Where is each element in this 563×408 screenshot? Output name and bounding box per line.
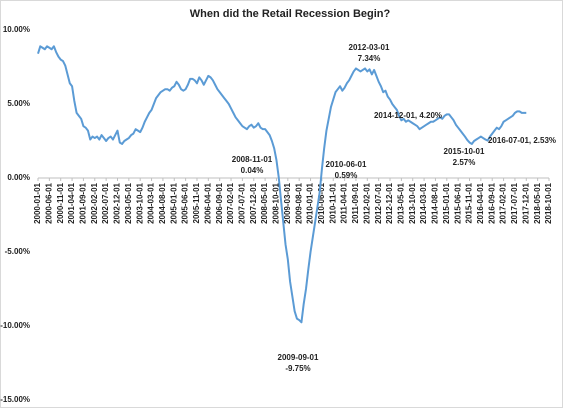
x-tick-label: 2003-10-01 [135, 182, 144, 223]
annotation: 2010-06-01 [326, 160, 367, 169]
x-tick-label: 2015-06-01 [453, 182, 462, 223]
y-tick-label: 5.00% [7, 99, 30, 108]
x-tick-label: 2005-06-01 [181, 182, 190, 223]
x-tick-label: 2016-04-01 [476, 182, 485, 223]
x-tick-label: 2010-06-01 [317, 182, 326, 223]
x-tick-label: 2006-04-01 [203, 182, 212, 223]
x-tick-label: 2012-12-01 [385, 182, 394, 223]
y-tick-label: 10.00% [3, 25, 30, 34]
x-tick-label: 2001-04-01 [67, 182, 76, 223]
x-tick-label: 2007-02-01 [226, 182, 235, 223]
x-tick-label: 2009-08-01 [294, 182, 303, 223]
y-tick-label: -15.00% [0, 395, 30, 404]
x-tick-label: 2013-05-01 [396, 182, 405, 223]
x-tick-label: 2018-05-01 [533, 182, 542, 223]
x-tick-label: 2016-09-01 [487, 182, 496, 223]
y-tick-label: -10.00% [0, 321, 30, 330]
annotation: 2016-07-01, 2.53% [488, 136, 556, 145]
y-tick-label: -5.00% [5, 247, 30, 256]
x-tick-label: 2002-07-01 [101, 182, 110, 223]
x-tick-label: 2013-10-01 [408, 182, 417, 223]
annotation: 7.34% [358, 54, 381, 63]
annotation: 2008-11-01 [232, 155, 273, 164]
annotation: 2014-12-01, 4.20% [374, 111, 442, 120]
annotation: 2012-03-01 [349, 43, 390, 52]
x-tick-label: 2001-09-01 [79, 182, 88, 223]
x-tick-label: 2002-02-01 [90, 182, 99, 223]
x-tick-label: 2005-01-01 [169, 182, 178, 223]
x-tick-label: 2017-12-01 [521, 182, 530, 223]
x-tick-label: 2011-04-01 [340, 182, 349, 223]
x-tick-label: 2000-01-01 [33, 182, 42, 223]
x-tick-label: 2014-03-01 [419, 182, 428, 223]
x-tick-label: 2007-07-01 [238, 182, 247, 223]
x-tick-label: 2008-10-01 [272, 182, 281, 223]
annotation: 2.57% [453, 158, 476, 167]
x-tick-label: 2010-01-01 [306, 182, 315, 223]
x-tick-label: 2012-07-01 [374, 182, 383, 223]
annotation: 0.59% [335, 171, 358, 180]
y-tick-label: 0.00% [7, 173, 30, 182]
x-tick-label: 2005-11-01 [192, 182, 201, 223]
chart-title: When did the Retail Recession Begin? [190, 8, 391, 20]
x-tick-label: 2018-10-01 [544, 182, 553, 223]
x-tick-label: 2010-11-01 [328, 182, 337, 223]
x-tick-label: 2012-02-01 [362, 182, 371, 223]
x-tick-label: 2000-06-01 [44, 182, 53, 223]
x-tick-label: 2004-03-01 [147, 182, 156, 223]
x-tick-label: 2017-02-01 [499, 182, 508, 223]
x-tick-label: 2004-08-01 [158, 182, 167, 223]
x-tick-label: 2008-05-01 [260, 182, 269, 223]
x-tick-label: 2003-05-01 [124, 182, 133, 223]
x-tick-label: 2006-09-01 [215, 182, 224, 223]
annotation: -9.75% [285, 364, 310, 373]
x-tick-label: 2007-12-01 [249, 182, 258, 223]
x-tick-label: 2002-12-01 [113, 182, 122, 223]
data-line [37, 45, 527, 324]
x-tick-label: 2015-01-01 [442, 182, 451, 223]
annotation: 2015-10-01 [444, 147, 485, 156]
x-tick-label: 2014-08-01 [431, 182, 440, 223]
x-tick-label: 2009-03-01 [283, 182, 292, 223]
x-tick-label: 2017-07-01 [510, 182, 519, 223]
annotation: 2009-09-01 [278, 353, 319, 362]
x-tick-label: 2011-09-01 [351, 182, 360, 223]
annotation: 0.04% [241, 166, 264, 175]
x-tick-label: 2000-11-01 [56, 182, 65, 223]
x-tick-label: 2015-11-01 [465, 182, 474, 223]
